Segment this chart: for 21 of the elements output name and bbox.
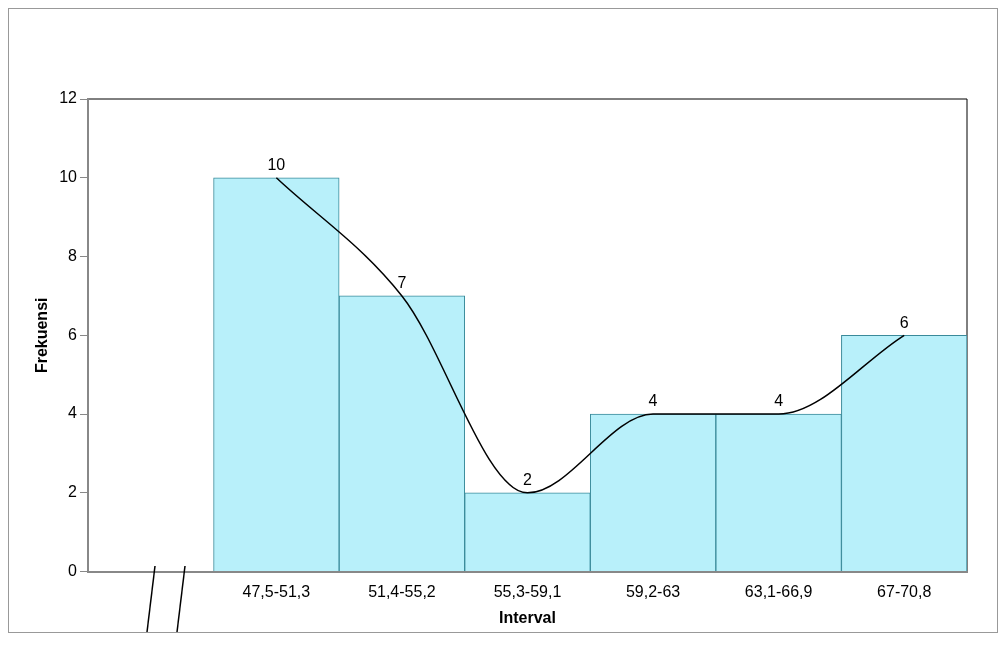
y-tick-label: 10 [59,168,78,186]
y-tick-label: 2 [68,483,78,501]
x-tick-label: 59,2-63 [625,582,681,600]
y-tick-label: 6 [68,325,78,343]
x-tick-label: 51,4-55,2 [368,582,436,600]
data-label: 4 [774,392,784,410]
x-tick-label: 63,1-66,9 [744,582,813,600]
data-label: 2 [523,471,533,489]
x-tick-label: 47,5-51,3 [242,582,311,600]
y-tick-label: 0 [68,562,78,580]
y-tick-label: 12 [59,89,78,107]
y-tick-label: 4 [68,404,78,422]
x-tick-label: 55,3-59,1 [493,582,562,600]
data-label: 7 [397,274,407,292]
x-tick-label: 67-70,8 [877,582,932,600]
data-label: 4 [648,392,658,410]
data-label: 6 [899,313,909,331]
y-tick-label: 8 [68,246,78,264]
x-axis-title: Interval [499,608,556,626]
data-label: 10 [267,156,286,174]
y-axis-title: Frekuensi [33,297,51,374]
